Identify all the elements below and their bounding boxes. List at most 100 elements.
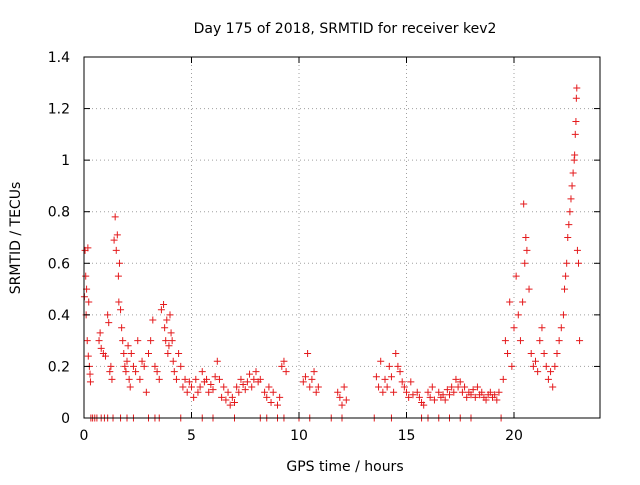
data-point — [169, 357, 177, 365]
data-point — [185, 378, 193, 386]
data-point — [118, 324, 126, 332]
data-point — [265, 383, 273, 391]
data-point — [142, 388, 150, 396]
data-point — [493, 396, 501, 404]
data-point — [110, 236, 118, 244]
data-point — [179, 383, 187, 391]
data-point — [523, 246, 531, 254]
data-point — [454, 383, 462, 391]
data-point — [375, 383, 383, 391]
data-point — [102, 352, 109, 360]
data-point — [241, 386, 249, 394]
data-point — [544, 375, 552, 383]
data-point — [392, 350, 400, 358]
data-point — [252, 368, 260, 376]
data-point — [263, 393, 271, 401]
data-point — [501, 337, 509, 345]
data-point — [136, 375, 144, 383]
data-point — [215, 375, 223, 383]
y-tick-label: 0 — [61, 411, 70, 427]
data-point — [467, 391, 475, 399]
data-point — [274, 401, 281, 409]
data-point — [121, 362, 129, 370]
data-point — [282, 368, 290, 376]
data-point — [463, 393, 471, 401]
data-point — [405, 393, 413, 401]
data-point — [261, 388, 269, 396]
data-point — [122, 368, 130, 376]
data-point — [83, 337, 91, 345]
data-point — [424, 388, 432, 396]
data-point — [565, 221, 573, 229]
data-point — [97, 344, 105, 352]
data-point — [111, 213, 119, 221]
data-point — [222, 396, 230, 404]
data-point — [256, 375, 264, 383]
data-point — [106, 368, 114, 376]
data-point — [571, 130, 579, 138]
data-point — [132, 368, 140, 376]
data-point — [439, 391, 447, 399]
data-point — [164, 350, 172, 358]
data-point — [486, 388, 494, 396]
data-point — [469, 386, 477, 394]
data-point — [495, 388, 503, 396]
data-point — [510, 324, 518, 332]
data-point — [181, 375, 189, 383]
y-tick-label: 0.4 — [48, 308, 70, 324]
data-point — [504, 350, 512, 358]
data-point — [140, 362, 148, 370]
data-point — [192, 375, 200, 383]
data-point — [547, 368, 555, 376]
data-point — [471, 393, 479, 401]
data-point — [299, 378, 307, 386]
data-point — [207, 380, 215, 388]
data-point — [194, 388, 202, 396]
data-point — [151, 362, 159, 370]
data-point — [452, 375, 460, 383]
data-point — [563, 259, 571, 267]
data-point — [304, 350, 312, 358]
data-point — [85, 298, 93, 306]
data-point — [267, 399, 275, 407]
data-point — [396, 368, 404, 376]
data-point — [213, 357, 221, 365]
data-point — [572, 117, 580, 125]
data-point — [569, 169, 577, 177]
y-tick-label: 0.2 — [48, 359, 70, 375]
data-point — [239, 380, 247, 388]
data-point — [456, 378, 464, 386]
data-point — [342, 396, 350, 404]
data-point — [155, 375, 163, 383]
data-point — [575, 259, 582, 267]
data-point — [525, 285, 533, 293]
data-point — [235, 388, 243, 396]
data-point — [336, 393, 344, 401]
x-tick-label: 5 — [187, 428, 196, 444]
data-point — [149, 316, 157, 324]
data-point — [160, 301, 168, 309]
data-point — [218, 393, 226, 401]
data-point — [226, 401, 234, 409]
data-point — [443, 386, 451, 394]
data-point — [104, 311, 112, 319]
data-point — [224, 388, 232, 396]
data-point — [573, 246, 581, 254]
data-point — [379, 388, 387, 396]
data-point — [246, 370, 254, 378]
data-point — [196, 383, 204, 391]
data-point — [84, 244, 92, 252]
data-point — [448, 383, 456, 391]
y-tick-label: 1 — [61, 153, 70, 169]
data-point — [441, 396, 449, 404]
chart-title: Day 175 of 2018, SRMTID for receiver kev… — [194, 21, 497, 37]
data-point — [394, 362, 402, 370]
data-point — [534, 368, 542, 376]
grid — [84, 57, 600, 418]
data-point — [573, 84, 581, 92]
y-tick-label: 0.8 — [48, 205, 70, 221]
data-point — [562, 272, 570, 280]
y-tick-label: 0.6 — [48, 256, 70, 272]
data-point — [114, 272, 122, 280]
data-point — [172, 375, 180, 383]
